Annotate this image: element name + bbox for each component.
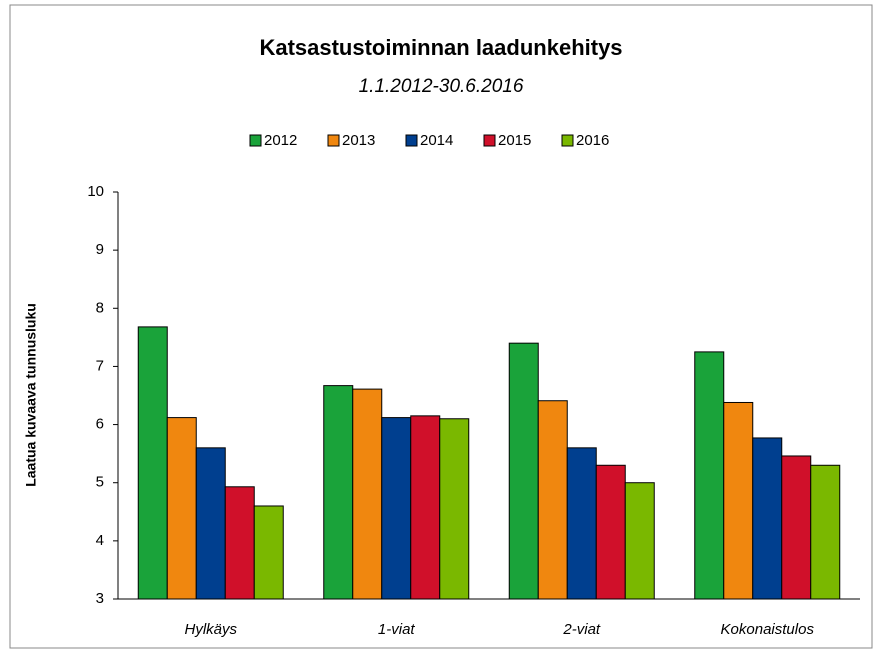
bar [352, 388, 383, 600]
bar [410, 415, 441, 600]
y-tick-label: 6 [96, 416, 104, 433]
bar [224, 486, 255, 600]
legend-swatch [405, 134, 418, 147]
y-tick-label: 5 [96, 474, 104, 491]
legend-swatch [561, 134, 574, 147]
bar [723, 401, 754, 600]
chart-title: Katsastustoiminnan laadunkehitys [259, 35, 622, 60]
legend-label: 2013 [342, 132, 375, 149]
bar [781, 455, 812, 600]
y-tick-label: 3 [96, 590, 104, 607]
y-tick-label: 4 [96, 532, 104, 549]
bar [537, 400, 568, 600]
bar [752, 437, 783, 600]
legend-swatch [327, 134, 340, 147]
bar [810, 464, 841, 600]
y-tick-label: 9 [96, 241, 104, 258]
x-tick-label: 1-viat [378, 621, 416, 638]
bar [381, 417, 412, 600]
x-tick-label: 2-viat [562, 621, 601, 638]
bar [508, 342, 539, 600]
x-tick-label: Hylkäys [184, 621, 237, 638]
legend-label: 2014 [420, 132, 453, 149]
bar [323, 385, 354, 600]
legend-label: 2015 [498, 132, 531, 149]
y-axis-label: Laatua kuvaava tunnusluku [23, 303, 39, 487]
legend-swatch [483, 134, 496, 147]
x-tick-label: Kokonaistulos [721, 621, 815, 638]
bar [166, 417, 197, 600]
y-tick-label: 10 [87, 183, 104, 200]
chart-subtitle: 1.1.2012-30.6.2016 [359, 76, 524, 97]
legend-label: 2012 [264, 132, 297, 149]
y-tick-label: 7 [96, 357, 104, 374]
bar [253, 505, 284, 600]
bar [195, 447, 226, 600]
legend-label: 2016 [576, 132, 609, 149]
legend-swatch [249, 134, 262, 147]
bar [694, 351, 725, 600]
bar [595, 464, 626, 600]
bar [439, 418, 470, 600]
bar [566, 447, 597, 600]
bar [137, 326, 168, 600]
y-tick-label: 8 [96, 299, 104, 316]
bar [624, 482, 655, 600]
